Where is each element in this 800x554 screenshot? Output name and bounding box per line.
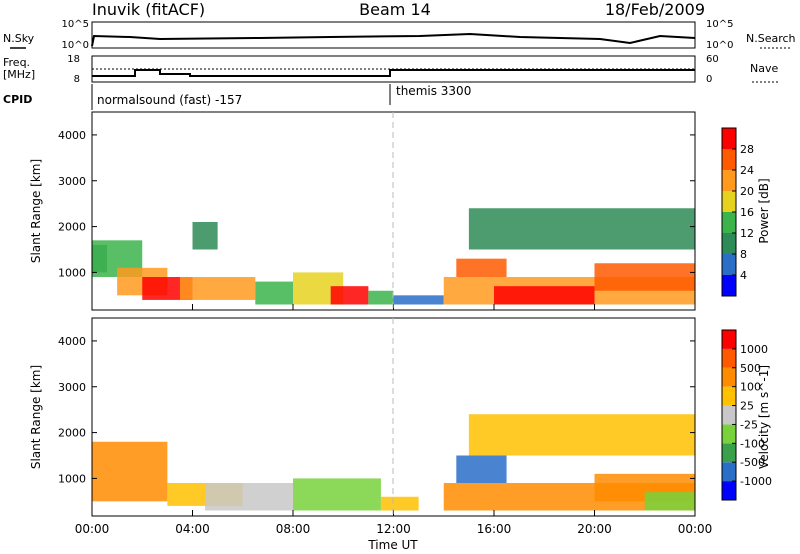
- power-colorbar-swatch: [722, 170, 736, 191]
- power-ytick-label: 3000: [58, 175, 86, 188]
- beam-title: Beam 14: [359, 0, 431, 19]
- nsky-trace: [91, 32, 696, 47]
- date-title: 18/Feb/2009: [605, 0, 705, 19]
- power-colorbar-swatch: [722, 275, 736, 296]
- nsky-label: N.Sky: [3, 32, 35, 45]
- power-data-region: [255, 281, 293, 305]
- velocity-colorbar-frame: [721, 329, 737, 501]
- velocity-colorbar-swatch: [722, 481, 736, 500]
- velocity-colorbar-swatch: [722, 443, 736, 463]
- power-colorbar-tick-label: 12: [740, 227, 754, 240]
- velocity-colorbar-swatch: [722, 367, 736, 387]
- velocity-colorbar-swatch: [722, 386, 736, 406]
- velocity-data-region: [92, 441, 168, 502]
- power-colorbar-tick-label: 28: [740, 143, 754, 156]
- velocity-colorbar-tick-label: -25: [740, 418, 758, 431]
- cpid-label: CPID: [3, 93, 32, 106]
- power-colorbar-swatch: [722, 254, 736, 275]
- velocity-colorbar-tick-label: 500: [740, 362, 761, 375]
- velocity-ytick-label: 4000: [58, 335, 86, 348]
- power-ytick-label: 4000: [58, 129, 86, 142]
- power-data-region: [368, 290, 394, 305]
- power-colorbar-swatch: [722, 233, 736, 254]
- velocity-colorbar-swatch: [722, 424, 736, 444]
- power-colorbar-tick-label: 8: [740, 248, 747, 261]
- velocity-data-region: [380, 496, 419, 511]
- xtick-label: 16:00: [477, 522, 512, 536]
- freq-right-tick-high: 60: [706, 54, 719, 65]
- velocity-ylabel: Slant Range [km]: [29, 365, 43, 469]
- power-panel: 4000 3000 2000 1000 Slant Range [km]: [29, 111, 696, 311]
- freq-trace: [92, 69, 695, 77]
- power-colorbar-swatch: [722, 149, 736, 170]
- velocity-colorbar-swatch: [722, 462, 736, 482]
- velocity-colorbar-tick-label: 25: [740, 400, 754, 413]
- xtick-label: 04:00: [175, 522, 210, 536]
- xtick-label: 00:00: [75, 522, 110, 536]
- power-ytick-label: 2000: [58, 221, 86, 234]
- power-data-region: [330, 286, 369, 305]
- velocity-colorbar-tick-label: -100: [740, 437, 765, 450]
- velocity-colorbar-tick-label: 1000: [740, 343, 768, 356]
- velocity-ytick-label: 1000: [58, 472, 86, 485]
- power-colorbar-tick-label: 20: [740, 185, 754, 198]
- power-data-region: [468, 208, 695, 250]
- power-colorbar: 28 24 20 16 12 8 4: [721, 127, 754, 297]
- power-colorbar-tick-label: 24: [740, 164, 754, 177]
- power-colorbar-label: Power [dB]: [757, 178, 771, 243]
- power-colorbar-tick-label: 16: [740, 206, 754, 219]
- power-colorbar-swatch: [722, 191, 736, 212]
- cpid-mode-1: normalsound (fast) -157: [97, 93, 242, 107]
- velocity-colorbar-tick-label: -500: [740, 456, 765, 469]
- velocity-data-region: [293, 478, 381, 511]
- power-ylabel: Slant Range [km]: [29, 159, 43, 263]
- xtick-label: 08:00: [276, 522, 311, 536]
- xtick-label: 00:00: [678, 522, 713, 536]
- nsky-panel-frame: [91, 21, 696, 49]
- velocity-colorbar-swatch: [722, 348, 736, 368]
- station-title: Inuvik (fitACF): [92, 0, 205, 19]
- velocity-ytick-label: 3000: [58, 381, 86, 394]
- freq-right-tick-low: 0: [706, 74, 712, 85]
- velocity-colorbar-tick-label: 100: [740, 381, 761, 394]
- power-ytick-label: 1000: [58, 266, 86, 279]
- power-data-region: [594, 263, 695, 291]
- freq-label-2: [MHz]: [3, 68, 35, 81]
- power-colorbar-tick-label: 4: [740, 269, 747, 282]
- power-colorbar-swatch: [722, 212, 736, 233]
- cpid-mode-2: themis 3300: [396, 84, 471, 98]
- velocity-ytick-label: 2000: [58, 427, 86, 440]
- velocity-data-region: [205, 483, 293, 511]
- nsky-left-tick-low: 10^0: [62, 40, 89, 51]
- power-data-region: [393, 295, 444, 305]
- xtick-label: 12:00: [376, 522, 411, 536]
- time-axis-label: Time UT: [367, 538, 418, 552]
- velocity-panel: 4000 3000 2000 1000 00:00 04:00 08:00 12:00 16:…: [29, 317, 713, 552]
- power-data-region: [192, 222, 218, 250]
- power-data-region: [494, 286, 595, 305]
- nsky-right-tick-high: 10^5: [706, 19, 733, 30]
- nsky-left-tick-high: 10^5: [62, 19, 89, 30]
- velocity-colorbar-label: Velocity [m s^-1]: [757, 365, 771, 469]
- velocity-data-region: [456, 455, 507, 483]
- velocity-colorbar-swatch: [722, 330, 736, 349]
- power-data-region: [179, 277, 256, 300]
- velocity-data-region: [468, 414, 695, 456]
- nave-label: Nave: [750, 62, 778, 75]
- freq-left-tick-high: 18: [67, 54, 80, 65]
- power-colorbar-swatch: [722, 128, 736, 149]
- freq-left-tick-low: 8: [74, 74, 80, 85]
- power-data-region: [456, 258, 507, 277]
- nsearch-label: N.Search: [746, 32, 796, 45]
- velocity-colorbar-swatch: [722, 405, 736, 425]
- nsky-right-tick-low: 10^0: [706, 40, 733, 51]
- freq-label-1: Freq.: [3, 56, 30, 69]
- velocity-colorbar-tick-label: -1000: [740, 475, 772, 488]
- velocity-data-region: [644, 492, 695, 511]
- xtick-label: 20:00: [577, 522, 612, 536]
- velocity-colorbar: 1000 500 100 25 -25 -100 -500 -1000: [721, 329, 772, 501]
